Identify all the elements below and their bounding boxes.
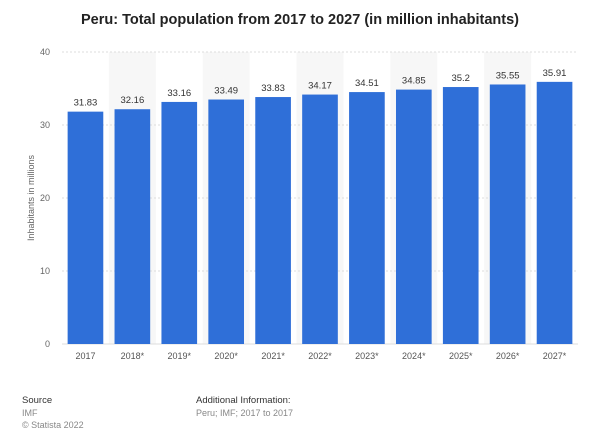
- value-label: 32.16: [120, 95, 144, 106]
- source-block: Source IMF © Statista 2022: [22, 395, 84, 431]
- x-tick-label: 2027*: [543, 351, 567, 361]
- value-label: 35.2: [451, 73, 470, 84]
- chart-title: Peru: Total population from 2017 to 2027…: [81, 12, 519, 28]
- source-label: Source: [22, 395, 53, 406]
- bar: [489, 84, 526, 345]
- y-tick-label: 0: [45, 339, 50, 349]
- y-tick-label: 30: [40, 120, 50, 130]
- value-label: 34.85: [402, 76, 426, 87]
- bar: [349, 92, 385, 345]
- bar: [161, 101, 198, 344]
- source-value: IMF: [22, 408, 38, 418]
- x-tick-label: 2018*: [121, 351, 145, 361]
- bar: [395, 89, 432, 344]
- bar: [114, 109, 151, 345]
- x-tick-label: 2021*: [261, 351, 285, 361]
- x-tick-label: 2023*: [355, 351, 379, 361]
- y-tick-label: 10: [40, 266, 50, 276]
- x-tick-label: 2025*: [449, 351, 473, 361]
- bar: [255, 97, 291, 344]
- value-label: 33.49: [214, 86, 238, 97]
- value-label: 34.51: [355, 78, 379, 89]
- bars: [67, 81, 573, 345]
- bar: [208, 99, 245, 344]
- value-label: 33.16: [167, 88, 191, 99]
- additional-info-value: Peru; IMF; 2017 to 2017: [196, 408, 294, 418]
- x-tick-label: 2026*: [496, 351, 520, 361]
- value-label: 31.83: [74, 98, 98, 109]
- additional-info-label: Additional Information:: [196, 395, 291, 406]
- bar: [67, 111, 104, 345]
- copyright-text: © Statista 2022: [22, 420, 84, 430]
- x-tick-label: 2024*: [402, 351, 426, 361]
- x-tick-label: 2022*: [308, 351, 332, 361]
- additional-info-block: Additional Information: Peru; IMF; 2017 …: [196, 395, 293, 419]
- x-tick-label: 2017: [75, 351, 95, 361]
- bar: [302, 94, 338, 345]
- bar: [442, 87, 479, 344]
- y-axis-ticks: 0 10 20 30 40: [40, 47, 50, 349]
- value-label: 35.91: [543, 68, 567, 79]
- bar: [536, 81, 573, 345]
- y-axis-label: Inhabitants in millions: [26, 154, 36, 241]
- value-labels: 31.83 32.16 33.16 33.49 33.83 34.17 34.51 34.85…: [74, 68, 567, 109]
- y-tick-label: 40: [40, 47, 50, 57]
- x-tick-label: 2020*: [214, 351, 238, 361]
- value-label: 35.55: [496, 70, 520, 81]
- x-tick-label: 2019*: [168, 351, 192, 361]
- y-tick-label: 20: [40, 193, 50, 203]
- value-label: 34.17: [308, 81, 332, 92]
- value-label: 33.83: [261, 83, 285, 94]
- x-axis-ticks: 2017 2018* 2019* 2020* 2021* 2022* 2023* 2024* 2…: [75, 351, 566, 361]
